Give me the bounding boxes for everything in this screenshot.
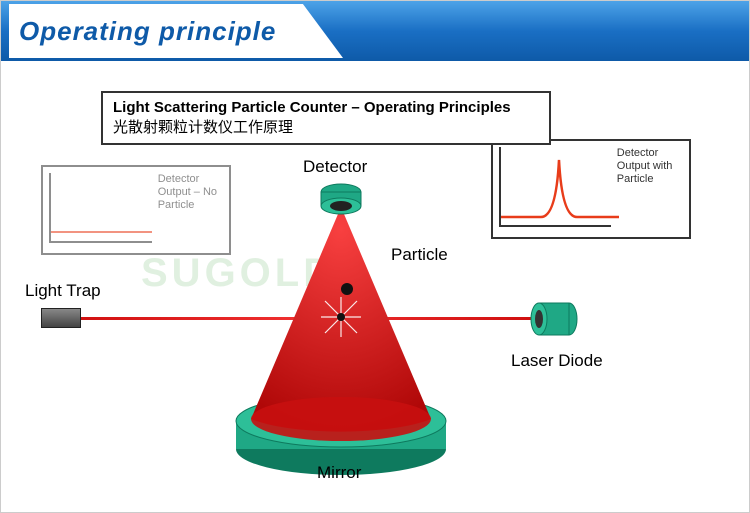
header-bar: Operating principle [1,1,749,61]
chart-left-label: Detector Output – No Particle [158,173,223,247]
diagram-area: Light Scattering Particle Counter – Oper… [61,91,691,491]
chart-axes-right [499,147,611,227]
chart-right-label: Detector Output with Particle [617,147,683,231]
caption-en: Light Scattering Particle Counter – Oper… [113,99,539,116]
laser-diode-icon [529,301,579,342]
label-laser-diode: Laser Diode [511,351,603,371]
caption-box: Light Scattering Particle Counter – Oper… [101,91,551,145]
optics-assembly [221,179,461,469]
peak-signal-svg [501,145,619,225]
light-trap-icon [41,308,81,328]
header-title-wrap: Operating principle [9,4,343,58]
label-light-trap: Light Trap [25,281,101,301]
chart-no-particle: Detector Output – No Particle [41,165,231,255]
label-mirror: Mirror [317,463,361,483]
chart-with-particle: Detector Output with Particle [491,139,691,239]
flat-signal-line [51,231,152,233]
label-particle: Particle [391,245,448,265]
caption-cn: 光散射颗粒计数仪工作原理 [113,116,539,137]
label-detector: Detector [303,157,367,177]
page-title: Operating principle [19,16,276,47]
chart-axes-left [49,173,152,243]
